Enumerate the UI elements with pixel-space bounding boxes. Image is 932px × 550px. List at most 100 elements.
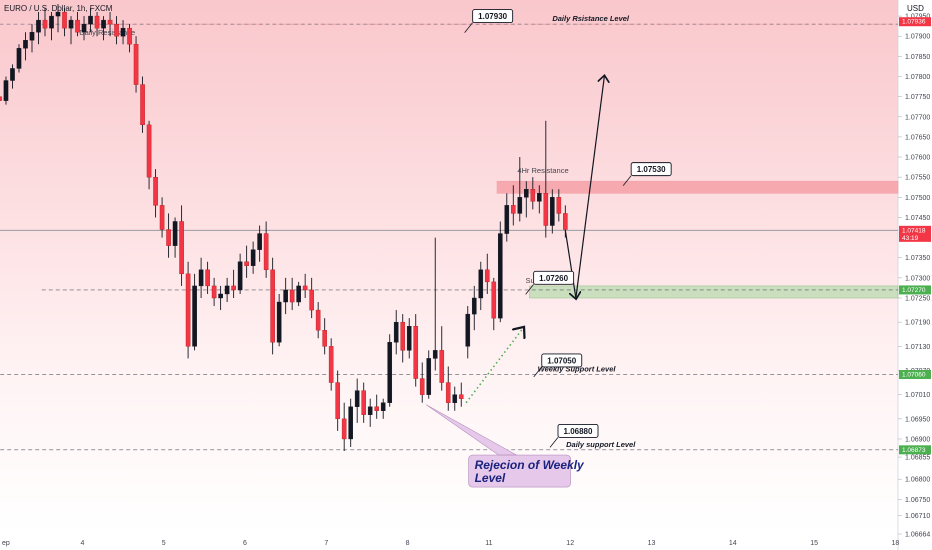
- time-tick-label: 6: [243, 540, 247, 547]
- candle-down: [94, 15, 100, 29]
- candle-down: [302, 285, 308, 291]
- price-badge: [899, 370, 931, 380]
- price-tick-label: 1.07450: [905, 215, 930, 222]
- candle-up: [101, 19, 106, 29]
- price-tick-label: 1.06710: [905, 513, 930, 520]
- candle-up: [452, 394, 458, 403]
- candle-up: [380, 402, 386, 411]
- level-label-0: Daily Rsistance Level: [552, 14, 630, 23]
- price-tick-label: 1.06855: [905, 455, 930, 462]
- candle-up: [257, 233, 262, 250]
- time-tick-label: ep: [2, 540, 10, 547]
- candle-up: [393, 321, 399, 343]
- price-tick-label: 1.07010: [905, 392, 930, 399]
- candle-down: [484, 269, 490, 283]
- candle-up: [465, 313, 471, 347]
- candle-down: [543, 193, 549, 226]
- price-badge: [899, 445, 931, 455]
- candle-up: [55, 11, 61, 17]
- time-tick-label: 14: [729, 540, 737, 547]
- price-tick-label: 1.07800: [905, 74, 930, 81]
- price-badge-label: 1.07418: [902, 227, 926, 234]
- price-callout-0: [472, 9, 514, 24]
- candle-up: [387, 342, 393, 403]
- currency-label: USD: [907, 4, 924, 13]
- price-tick-label: 1.07750: [905, 94, 930, 101]
- price-tick-label: 1.07350: [905, 255, 930, 262]
- time-tick-label: 11: [485, 540, 492, 547]
- price-callout-text-2: 1.07260: [539, 274, 568, 283]
- candle-up: [172, 221, 178, 246]
- candle-up: [471, 297, 477, 315]
- callout-pointer-4: [549, 437, 559, 448]
- price-callout-2: [533, 270, 575, 285]
- callout-pointer-0: [464, 22, 473, 33]
- time-tick-label: 15: [810, 540, 818, 547]
- price-callout-3: [541, 353, 583, 368]
- candle-up: [120, 27, 126, 37]
- candle-up: [296, 285, 301, 303]
- candle-down: [107, 19, 113, 25]
- price-badge-label: 1.07060: [902, 372, 926, 379]
- price-tick-label: 1.06664: [905, 532, 930, 539]
- candle-down: [231, 285, 236, 291]
- time-tick-label: 12: [566, 540, 574, 547]
- time-tick-label: 13: [648, 540, 656, 547]
- rejection-annotation-box: [468, 454, 571, 488]
- price-tick-label: 1.07850: [905, 54, 930, 61]
- price-tick-label: 1.07300: [905, 275, 930, 282]
- candle-down: [322, 330, 327, 347]
- price-badge-label: 1.07936: [902, 19, 926, 26]
- candle-up: [406, 325, 412, 351]
- candle-up: [192, 285, 197, 347]
- four-hour-resistance-label: 4Hr Resistance: [517, 166, 568, 175]
- candle-down: [445, 382, 451, 403]
- candle-down: [166, 229, 171, 246]
- candle-down: [309, 289, 314, 311]
- price-callout-4: [557, 423, 599, 438]
- candle-up: [198, 269, 204, 287]
- price-tick-label: 1.07190: [905, 320, 930, 327]
- candle-down: [263, 233, 269, 271]
- candle-down: [315, 309, 321, 331]
- candle-up: [36, 19, 41, 33]
- price-badge-label: 1.07270: [902, 287, 926, 294]
- candle-up: [497, 233, 503, 319]
- price-tick-label: 1.07700: [905, 114, 930, 121]
- level-label-2: Weekly Support Level: [538, 365, 617, 374]
- candle-down: [185, 273, 191, 347]
- price-badge: [899, 17, 931, 27]
- candle-up: [250, 249, 256, 266]
- candle-down: [328, 346, 334, 383]
- price-tick-label: 1.06750: [905, 497, 930, 504]
- candle-up: [49, 15, 54, 29]
- candle-down: [62, 11, 67, 29]
- rejection-annotation-line1: Rejecion of Weekly: [475, 458, 585, 472]
- price-tick-label: 1.07950: [905, 14, 930, 21]
- daily-resistance-zone-label: Daily Resistance: [79, 28, 135, 37]
- candle-down: [335, 382, 340, 420]
- candle-down: [244, 261, 249, 266]
- price-tick-label: 1.07250: [905, 295, 930, 302]
- time-axis-background: [0, 534, 898, 550]
- price-tick-label: 1.07650: [905, 134, 930, 141]
- support-zone: [529, 285, 899, 299]
- candle-up: [478, 269, 484, 299]
- candle-down: [42, 19, 48, 29]
- price-callout-text-3: 1.07050: [547, 356, 576, 365]
- price-badge-countdown: 43:19: [902, 235, 919, 242]
- candle-down: [0, 96, 2, 101]
- candle-down: [413, 325, 419, 379]
- candle-up: [432, 350, 438, 359]
- candle-down: [289, 289, 295, 303]
- time-tick-label: 4: [80, 540, 84, 547]
- candle-down: [153, 176, 158, 206]
- four-hour-resistance-zone: [496, 180, 899, 194]
- candle-up: [426, 358, 432, 395]
- callout-pointer-2: [525, 284, 534, 295]
- price-tick-label: 1.07550: [905, 175, 930, 182]
- candle-up: [81, 23, 87, 33]
- candle-down: [75, 19, 80, 33]
